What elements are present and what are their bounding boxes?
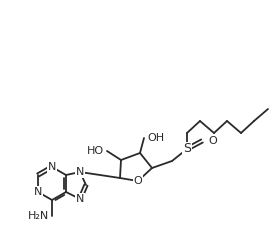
Text: H₂N: H₂N xyxy=(28,211,49,221)
Text: OH: OH xyxy=(147,133,164,143)
Text: N: N xyxy=(76,194,84,204)
Text: S: S xyxy=(183,143,191,156)
Text: N: N xyxy=(76,167,84,177)
Text: N: N xyxy=(48,162,56,172)
Text: HO: HO xyxy=(87,146,104,156)
Text: N: N xyxy=(34,187,42,197)
Text: O: O xyxy=(134,176,142,186)
Text: O: O xyxy=(208,136,217,146)
